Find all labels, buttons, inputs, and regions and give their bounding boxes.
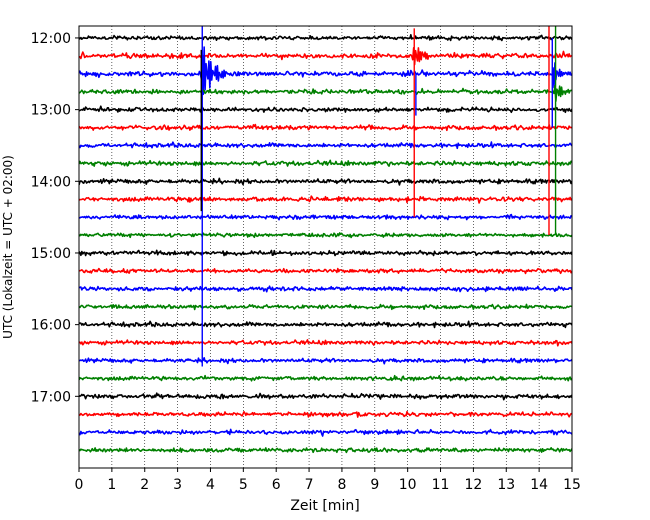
trace-line [79,177,572,186]
trace-line [79,446,572,454]
trace-line [79,141,572,150]
y-axis-ticks: 12:00 13:00 14:00 15:00 16:00 17:00 [31,31,79,405]
trace-line [79,357,572,365]
x-tick-label: 4 [206,477,215,493]
trace-line [79,85,572,102]
x-tick-label: 9 [370,477,379,493]
x-tick-label: 2 [140,477,149,493]
y-axis-label: UTC (Lokalzeit = UTC + 02:00) [1,155,15,339]
x-tick-label: 7 [305,477,314,493]
trace-line [79,105,572,114]
trace-line [79,303,572,311]
trace-line [79,47,572,66]
trace-line [79,285,572,293]
x-axis-label: Zeit [min] [290,498,359,514]
x-tick-label: 0 [75,477,84,493]
trace-line [79,374,572,382]
trace-line [79,232,572,239]
trace-line [79,428,572,437]
y-tick-label: 13:00 [31,103,71,119]
y-tick-label: 14:00 [31,174,71,190]
trace-line [79,339,572,347]
x-tick-label: 6 [272,477,281,493]
plot-frame [78,25,573,469]
x-tick-label: 12 [464,477,482,493]
trace-line [79,213,572,221]
x-tick-label: 11 [432,477,450,493]
y-tick-label: 12:00 [31,31,71,47]
x-tick-label: 14 [530,477,548,493]
trace-line [79,195,572,204]
x-tick-label: 8 [337,477,346,493]
trace-line [79,123,572,132]
trace-line [79,392,572,401]
trace-line [79,46,572,96]
y-tick-label: 17:00 [31,389,71,405]
x-tick-label: 3 [173,477,182,493]
y-tick-label: 15:00 [31,246,71,262]
trace-line [79,410,572,418]
y-tick-label: 16:00 [31,318,71,334]
x-tick-label: 15 [563,477,581,493]
trace-line [79,34,572,42]
trace-line [79,249,572,257]
trace-line [79,159,572,167]
trace-line [79,267,572,275]
x-axis-ticks: 0 1 2 3 4 5 6 7 8 9 10 11 12 13 14 15 [75,468,581,493]
seismic-traces [79,26,572,454]
trace-line [79,320,572,329]
x-tick-label: 13 [497,477,515,493]
x-tick-label: 10 [399,477,417,493]
x-tick-label: 1 [107,477,116,493]
x-tick-label: 5 [239,477,248,493]
